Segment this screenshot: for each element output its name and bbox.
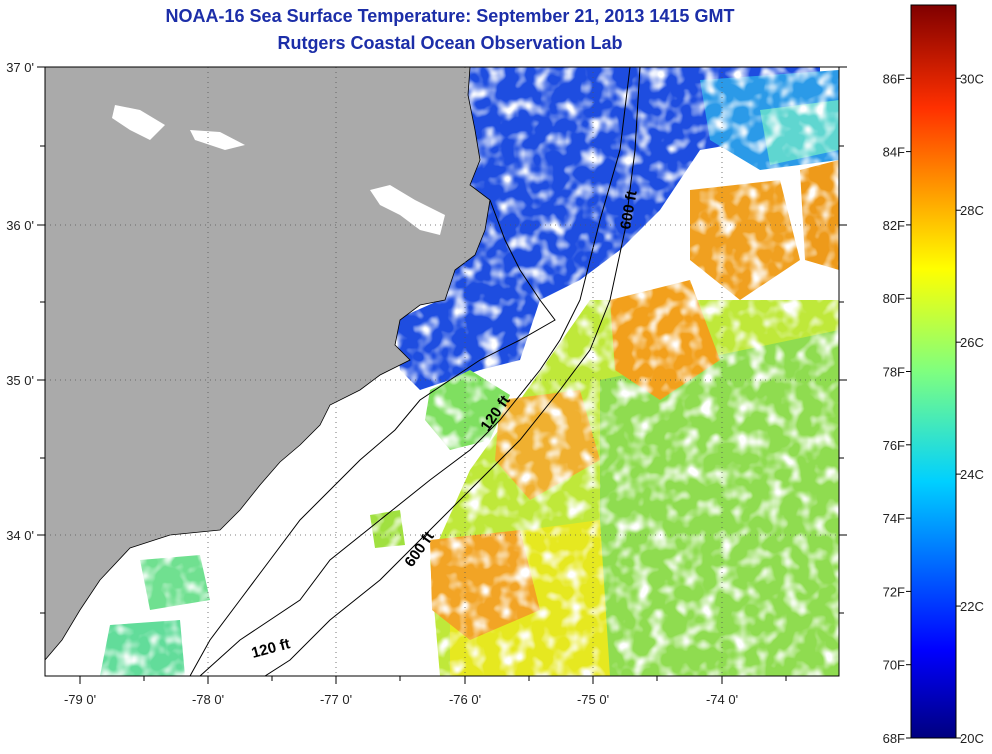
- land-river-2: [190, 130, 245, 150]
- colorbar-f-label: 78F: [883, 365, 905, 380]
- colorbar-f-label: 82F: [883, 218, 905, 233]
- lat-label-35: 35 0': [6, 373, 34, 388]
- land-mass: [45, 67, 491, 661]
- colorbar-c-label: 30C: [960, 71, 984, 86]
- colorbar-f-label: 84F: [883, 145, 905, 160]
- colorbar-f-label: 68F: [883, 731, 905, 746]
- map-title: NOAA-16 Sea Surface Temperature: Septemb…: [165, 6, 735, 26]
- lon-label-76: -76 0': [449, 692, 481, 707]
- land-inner-water: [370, 185, 445, 235]
- lat-label-37: 37 0': [6, 60, 34, 75]
- axis-ticks: [37, 66, 847, 684]
- colorbar-f-label: 70F: [883, 658, 905, 673]
- sst-plot-area: 600 ft 120 ft 600 ft 120 ft: [45, 67, 839, 676]
- colorbar-f-label: 80F: [883, 291, 905, 306]
- lon-label-74: -74 0': [706, 692, 738, 707]
- lon-label-78: -78 0': [192, 692, 224, 707]
- colorbar-c-label: 20C: [960, 731, 984, 746]
- colorbar: 86F 84F 82F 80F 78F 76F 74F 72F 70F 68F 30C 28C 26C…: [883, 4, 984, 746]
- map-subtitle: Rutgers Coastal Ocean Observation Lab: [277, 33, 623, 53]
- land-river: [112, 105, 165, 140]
- colorbar-c-label: 28C: [960, 203, 984, 218]
- lon-label-75: -75 0': [577, 692, 609, 707]
- colorbar-celsius-labels: 30C 28C 26C 24C 22C 20C: [956, 71, 984, 746]
- colorbar-fahrenheit-labels: 86F 84F 82F 80F 78F 76F 74F 72F 70F 68F: [883, 71, 911, 746]
- colorbar-f-label: 86F: [883, 71, 905, 86]
- lat-label-36: 36 0': [6, 218, 34, 233]
- colorbar-f-label: 72F: [883, 584, 905, 599]
- colorbar-c-label: 24C: [960, 467, 984, 482]
- plot-frame: [44, 66, 840, 677]
- lon-label-77: -77 0': [320, 692, 352, 707]
- colorbar-f-label: 76F: [883, 438, 905, 453]
- contour-600ft: [264, 67, 641, 676]
- contour-label-600ft-north: 600 ft: [617, 189, 641, 231]
- colorbar-c-label: 22C: [960, 599, 984, 614]
- colorbar-f-label: 74F: [883, 511, 905, 526]
- colorbar-gradient: [910, 4, 957, 739]
- contour-120ft: [199, 67, 631, 676]
- lon-label-79: -79 0': [64, 692, 96, 707]
- coastline: [189, 199, 556, 676]
- colorbar-c-label: 26C: [960, 335, 984, 350]
- lat-label-34: 34 0': [6, 528, 34, 543]
